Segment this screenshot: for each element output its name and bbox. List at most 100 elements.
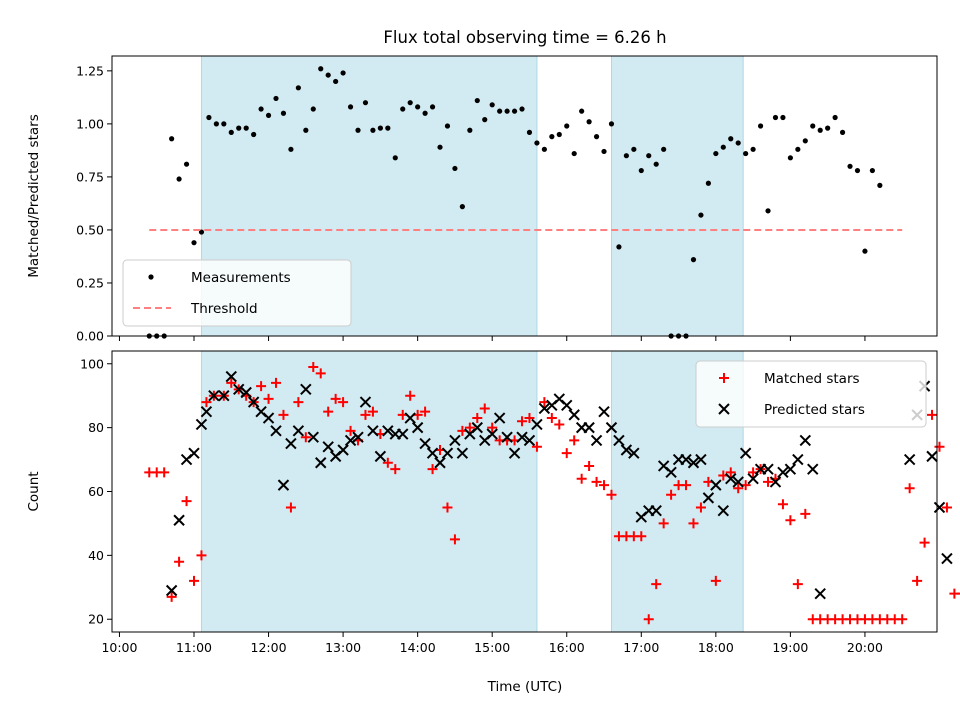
data-point bbox=[546, 413, 557, 424]
data-point bbox=[213, 121, 219, 127]
data-point bbox=[516, 431, 528, 443]
data-point bbox=[277, 479, 290, 491]
y-tick-label: 20 bbox=[88, 612, 104, 627]
data-point bbox=[713, 150, 719, 157]
data-point bbox=[680, 453, 692, 466]
data-point bbox=[710, 479, 722, 491]
data-point bbox=[265, 112, 272, 118]
data-point bbox=[322, 441, 334, 453]
data-point bbox=[877, 182, 883, 188]
data-point bbox=[616, 244, 622, 250]
legend: Matched stars Predicted stars bbox=[695, 360, 927, 428]
axes-frame bbox=[111, 350, 938, 633]
data-point bbox=[437, 144, 443, 150]
data-point bbox=[293, 397, 304, 408]
data-point bbox=[526, 129, 533, 135]
data-point bbox=[382, 457, 393, 468]
data-point bbox=[225, 370, 237, 383]
data-point bbox=[854, 167, 861, 174]
data-point bbox=[606, 489, 617, 500]
data-point bbox=[196, 550, 207, 561]
data-point bbox=[367, 425, 379, 437]
x-tick-label: 17:00 bbox=[623, 640, 659, 655]
data-point bbox=[934, 441, 945, 452]
data-point bbox=[638, 167, 644, 174]
data-point bbox=[429, 104, 436, 110]
data-point bbox=[295, 85, 301, 91]
data-point bbox=[576, 473, 587, 484]
data-point bbox=[933, 501, 946, 514]
data-point bbox=[359, 396, 372, 408]
x-tick-label: 14:00 bbox=[400, 640, 436, 655]
data-point bbox=[504, 108, 510, 114]
data-point bbox=[941, 502, 952, 513]
data-point bbox=[176, 176, 182, 182]
data-point bbox=[501, 431, 513, 443]
data-point bbox=[292, 425, 305, 437]
x-tick-label: 12:00 bbox=[251, 640, 287, 655]
data-point bbox=[817, 127, 823, 133]
data-point bbox=[825, 125, 831, 131]
data-point bbox=[456, 447, 469, 459]
data-point bbox=[556, 131, 562, 138]
data-point bbox=[405, 390, 416, 401]
data-point bbox=[487, 422, 498, 433]
data-point bbox=[270, 425, 282, 437]
data-point bbox=[599, 480, 610, 491]
data-point bbox=[802, 138, 808, 144]
data-point bbox=[390, 464, 401, 475]
data-point bbox=[338, 397, 349, 408]
data-point bbox=[728, 136, 734, 142]
data-point bbox=[315, 368, 326, 379]
data-point bbox=[159, 467, 170, 478]
x-tick-label: 20:00 bbox=[847, 640, 883, 655]
data-point bbox=[459, 204, 465, 210]
data-point bbox=[258, 106, 264, 112]
data-point bbox=[262, 412, 275, 424]
data-point bbox=[787, 155, 793, 161]
data-point bbox=[725, 467, 736, 478]
data-point bbox=[541, 146, 547, 152]
data-point bbox=[243, 125, 249, 131]
data-point bbox=[564, 123, 570, 129]
data-point bbox=[471, 421, 483, 434]
legend-label: Matched stars bbox=[764, 371, 860, 387]
data-point bbox=[218, 389, 230, 402]
data-point bbox=[256, 381, 267, 392]
data-point bbox=[486, 428, 498, 440]
legend-box bbox=[695, 360, 927, 428]
data-point bbox=[705, 180, 711, 186]
chart-title: Flux total observing time = 6.26 h bbox=[383, 28, 666, 47]
data-point bbox=[658, 518, 669, 529]
data-point bbox=[489, 102, 495, 108]
data-point bbox=[666, 489, 677, 500]
data-point bbox=[681, 480, 692, 491]
data-point bbox=[763, 476, 774, 487]
data-point bbox=[228, 129, 234, 135]
x-tick-label: 10:00 bbox=[101, 640, 137, 655]
data-point bbox=[310, 106, 316, 112]
data-point bbox=[323, 406, 334, 417]
data-point bbox=[200, 405, 213, 418]
data-point bbox=[650, 504, 662, 517]
data-point bbox=[191, 240, 197, 246]
series-predicted-stars bbox=[165, 370, 953, 600]
data-point bbox=[897, 614, 908, 625]
data-point bbox=[757, 123, 764, 129]
data-point bbox=[571, 150, 577, 157]
data-point bbox=[278, 409, 289, 420]
data-point bbox=[333, 78, 339, 85]
data-point bbox=[420, 406, 431, 417]
data-point bbox=[605, 421, 618, 434]
data-point bbox=[479, 403, 490, 414]
x-tick-label: 19:00 bbox=[772, 640, 808, 655]
data-point bbox=[374, 450, 387, 463]
data-point bbox=[583, 421, 595, 434]
data-point bbox=[344, 434, 357, 447]
data-point bbox=[377, 125, 383, 131]
data-point bbox=[411, 421, 424, 434]
data-point bbox=[288, 146, 294, 152]
data-point bbox=[166, 591, 177, 602]
data-point bbox=[792, 453, 804, 466]
data-point bbox=[493, 412, 506, 424]
